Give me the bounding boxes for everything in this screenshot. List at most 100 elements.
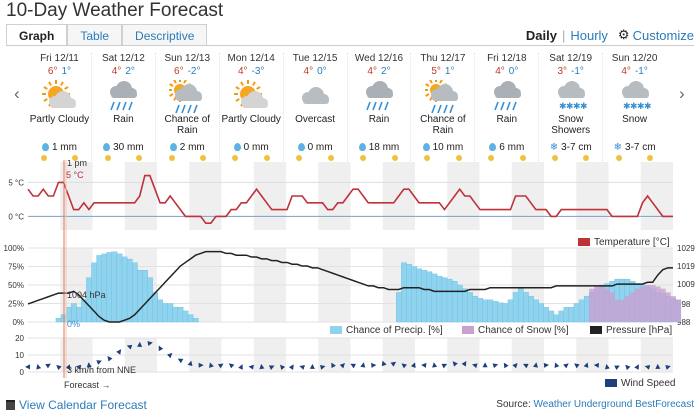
- snow-icon: ✱ ✱ ✱ ✱: [617, 80, 653, 114]
- snow-bar: [634, 288, 641, 322]
- wind-arrow: [452, 361, 458, 367]
- wind-arrow: [574, 363, 580, 369]
- precip-bar: [528, 295, 534, 323]
- precip-amount: 6 mm: [499, 142, 525, 153]
- day-column[interactable]: Wed 12/16 4° 2° Rain 18 mm: [346, 53, 411, 161]
- wind-arrow: [259, 363, 265, 370]
- prev-arrow-icon[interactable]: ‹: [14, 84, 20, 103]
- cursor-temp-readout: 5 °C: [66, 170, 84, 180]
- precip-bar: [467, 292, 473, 323]
- sun-icon: [488, 155, 495, 161]
- precip-tick-label: 25%: [8, 300, 24, 309]
- sun-icon: [199, 155, 206, 161]
- wind-arrow: [593, 362, 599, 368]
- day-column[interactable]: Fri 12/18 4° 0° Rain 6 mm: [474, 53, 538, 161]
- source-credit: Source: Weather Underground BestForecast: [496, 399, 694, 410]
- day-column[interactable]: Mon 12/14 4° -3° Partly Cloudy 0 mm: [218, 53, 283, 161]
- wind-arrow: [288, 364, 294, 370]
- day-temps: 4° 0°: [475, 66, 538, 78]
- high-temp: 4°: [367, 66, 377, 77]
- sun-icon: [615, 155, 622, 161]
- day-precip: 10 mm: [411, 142, 474, 153]
- cursor-time: 1 pm: [67, 160, 87, 168]
- precip-amount: 10 mm: [432, 142, 464, 153]
- low-temp: 0°: [317, 66, 327, 77]
- day-column[interactable]: Sat 12/12 4° 2° Rain 30 mm: [90, 53, 155, 161]
- precip-tick-label: 50%: [8, 281, 24, 290]
- precip-tick-label: 0%: [12, 318, 24, 327]
- wind-arrow: [45, 363, 51, 369]
- wind-tick-label: 20: [15, 334, 24, 343]
- day-temps: 6° -2°: [156, 66, 219, 78]
- day-condition: Rain: [496, 114, 518, 125]
- wind-arrow: [339, 363, 345, 369]
- wind-arrow: [187, 360, 193, 367]
- day-column[interactable]: Sun 12/20 4° -1° ✱ ✱ ✱ ✱ Snow ❄ 3-7 cm: [602, 53, 666, 161]
- sun-moon-indicators: [603, 155, 666, 161]
- day-condition: Rain: [368, 114, 390, 125]
- wind-arrow: [65, 364, 71, 370]
- next-arrow-icon[interactable]: ›: [679, 84, 685, 103]
- day-column[interactable]: Sun 12/13 6° -2° Chance of Rain 2 mm: [154, 53, 219, 161]
- sun-icon: [551, 155, 558, 161]
- wind-arrow: [137, 341, 143, 347]
- snow-bar: [619, 299, 626, 322]
- tab-graph[interactable]: Graph: [6, 24, 68, 46]
- high-temp: 4°: [237, 66, 248, 77]
- precip-bar: [543, 307, 550, 323]
- tab-descriptive[interactable]: Descriptive: [122, 24, 208, 46]
- day-temps: 4° 2°: [92, 66, 155, 78]
- wind-arrow: [209, 362, 214, 368]
- precip-bar: [157, 299, 164, 323]
- sun-icon: [168, 155, 175, 161]
- snow-bar: [609, 292, 615, 322]
- wind-arrow: [503, 362, 509, 369]
- wind-arrow: [665, 365, 671, 370]
- wind-arrow: [533, 362, 538, 368]
- daily-toggle[interactable]: Daily: [525, 27, 557, 43]
- precip-bar: [411, 266, 417, 323]
- precip-bar: [487, 299, 494, 323]
- raindrop-icon: [358, 143, 366, 151]
- wind-arrow: [268, 365, 275, 370]
- high-temp: 4°: [303, 66, 314, 77]
- sun-icon: [72, 155, 79, 161]
- night-band: [189, 162, 222, 230]
- precip-legend-label: Chance of Precip. [%]: [346, 325, 443, 336]
- precip-bar: [182, 310, 189, 323]
- precip-bar: [167, 303, 174, 323]
- gear-icon[interactable]: ⚙: [617, 27, 630, 42]
- day-condition: Rain: [113, 114, 134, 125]
- precip-bar: [192, 318, 199, 323]
- day-precip: 2 mm: [156, 142, 219, 153]
- day-temps: 4° -3°: [220, 66, 283, 78]
- wind-arrow: [126, 344, 133, 350]
- calendar-link-label[interactable]: View Calendar Forecast: [19, 398, 147, 412]
- source-link[interactable]: Weather Underground BestForecast: [533, 399, 694, 410]
- day-column[interactable]: Thu 12/17 5° 1° Chance of Rain 10 mm: [410, 53, 474, 161]
- calendar-forecast-link[interactable]: View Calendar Forecast: [6, 398, 147, 412]
- day-column[interactable]: Fri 12/11 6° 1° Partly Cloudy 1 mm: [28, 53, 91, 161]
- forecast-label: Forecast →: [64, 380, 111, 390]
- raindrop-icon: [489, 143, 497, 151]
- wind-arrow: [625, 364, 631, 371]
- tab-table[interactable]: Table: [67, 24, 123, 46]
- customize-link[interactable]: Customize: [632, 27, 694, 43]
- partly-cloudy-icon: [233, 80, 269, 114]
- precip-bar: [548, 310, 555, 323]
- precip-bar: [416, 268, 423, 323]
- precip-bar: [573, 303, 580, 323]
- day-column[interactable]: Sat 12/19 3° -1° ✱ ✱ ✱ ✱ Snow Showers ❄ 3-7 cm: [538, 53, 602, 161]
- day-temps: 3° -1°: [539, 66, 602, 78]
- toggle-separator: |: [561, 27, 566, 43]
- night-band: [447, 162, 480, 230]
- precip-bar: [106, 252, 113, 323]
- precip-bar: [111, 251, 118, 323]
- night-band: [124, 162, 157, 230]
- day-column[interactable]: Tue 12/15 4° 0° Overcast 0 mm: [282, 53, 347, 161]
- hourly-toggle[interactable]: Hourly: [570, 27, 608, 43]
- day-date: Fri 12/11: [40, 53, 79, 64]
- svg-text:✱: ✱: [630, 101, 638, 111]
- precip-bar: [538, 303, 544, 323]
